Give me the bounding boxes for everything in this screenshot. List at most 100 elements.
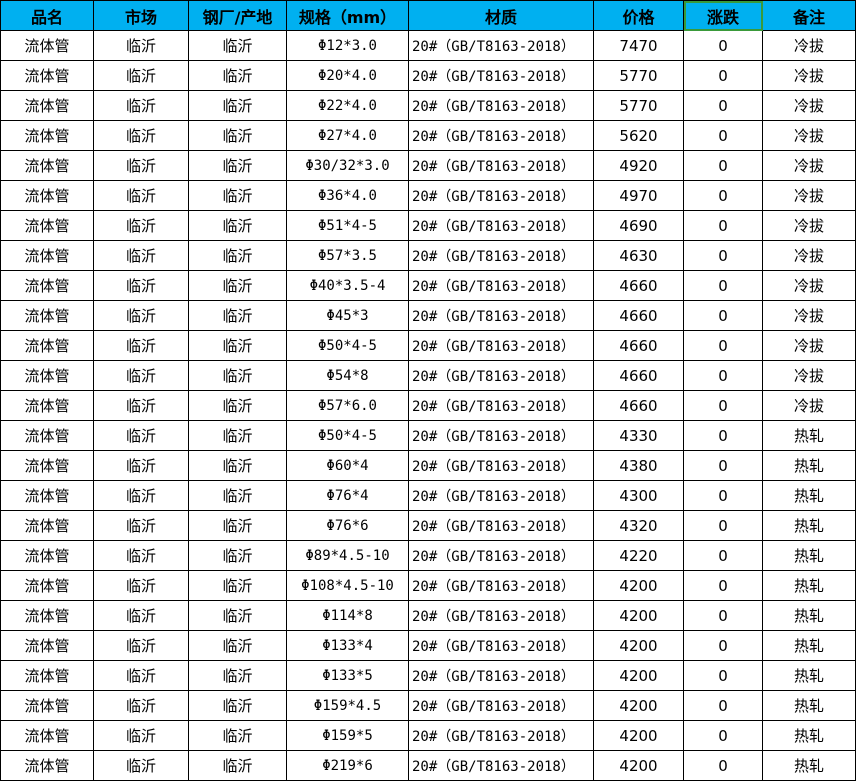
cell-market[interactable]: 临沂	[93, 750, 189, 781]
cell-product-name[interactable]: 流体管	[0, 480, 94, 511]
cell-market[interactable]: 临沂	[93, 660, 189, 691]
cell-product-name[interactable]: 流体管	[0, 90, 94, 121]
cell-spec[interactable]: Φ76*4	[286, 480, 409, 511]
cell-product-name[interactable]: 流体管	[0, 240, 94, 271]
cell-market[interactable]: 临沂	[93, 180, 189, 211]
cell-market[interactable]: 临沂	[93, 330, 189, 361]
cell-product-name[interactable]: 流体管	[0, 60, 94, 91]
cell-spec[interactable]: Φ27*4.0	[286, 120, 409, 151]
cell-product-name[interactable]: 流体管	[0, 210, 94, 241]
cell-market[interactable]: 临沂	[93, 270, 189, 301]
cell-spec[interactable]: Φ159*5	[286, 720, 409, 751]
cell-change[interactable]: 0	[683, 480, 763, 511]
cell-market[interactable]: 临沂	[93, 120, 189, 151]
cell-price[interactable]: 4200	[593, 570, 684, 601]
cell-price[interactable]: 4630	[593, 240, 684, 271]
cell-price[interactable]: 4380	[593, 450, 684, 481]
cell-price[interactable]: 5770	[593, 60, 684, 91]
cell-change[interactable]: 0	[683, 270, 763, 301]
cell-product-name[interactable]: 流体管	[0, 30, 94, 61]
cell-change[interactable]: 0	[683, 300, 763, 331]
cell-mill-origin[interactable]: 临沂	[188, 480, 287, 511]
cell-mill-origin[interactable]: 临沂	[188, 300, 287, 331]
cell-remark[interactable]: 冷拔	[762, 120, 856, 151]
cell-remark[interactable]: 热轧	[762, 690, 856, 721]
cell-material[interactable]: 20#（GB/T8163-2018）	[408, 540, 594, 571]
cell-mill-origin[interactable]: 临沂	[188, 30, 287, 61]
cell-change[interactable]: 0	[683, 330, 763, 361]
cell-material[interactable]: 20#（GB/T8163-2018）	[408, 270, 594, 301]
cell-remark[interactable]: 热轧	[762, 720, 856, 751]
cell-material[interactable]: 20#（GB/T8163-2018）	[408, 240, 594, 271]
cell-price[interactable]: 5620	[593, 120, 684, 151]
header-mill-origin[interactable]: 钢厂/产地	[188, 0, 287, 31]
cell-market[interactable]: 临沂	[93, 630, 189, 661]
cell-material[interactable]: 20#（GB/T8163-2018）	[408, 120, 594, 151]
cell-price[interactable]: 4690	[593, 210, 684, 241]
cell-change[interactable]: 0	[683, 540, 763, 571]
cell-product-name[interactable]: 流体管	[0, 750, 94, 781]
cell-remark[interactable]: 冷拔	[762, 360, 856, 391]
cell-material[interactable]: 20#（GB/T8163-2018）	[408, 90, 594, 121]
cell-spec[interactable]: Φ76*6	[286, 510, 409, 541]
cell-market[interactable]: 临沂	[93, 720, 189, 751]
cell-price[interactable]: 7470	[593, 30, 684, 61]
cell-spec[interactable]: Φ114*8	[286, 600, 409, 631]
cell-material[interactable]: 20#（GB/T8163-2018）	[408, 180, 594, 211]
cell-market[interactable]: 临沂	[93, 90, 189, 121]
cell-change[interactable]: 0	[683, 450, 763, 481]
cell-spec[interactable]: Φ133*5	[286, 660, 409, 691]
cell-price[interactable]: 4970	[593, 180, 684, 211]
cell-spec[interactable]: Φ57*3.5	[286, 240, 409, 271]
cell-spec[interactable]: Φ22*4.0	[286, 90, 409, 121]
cell-mill-origin[interactable]: 临沂	[188, 630, 287, 661]
header-spec[interactable]: 规格（mm）	[286, 0, 409, 31]
cell-material[interactable]: 20#（GB/T8163-2018）	[408, 660, 594, 691]
cell-price[interactable]: 4200	[593, 630, 684, 661]
cell-mill-origin[interactable]: 临沂	[188, 330, 287, 361]
cell-spec[interactable]: Φ30/32*3.0	[286, 150, 409, 181]
cell-material[interactable]: 20#（GB/T8163-2018）	[408, 510, 594, 541]
cell-spec[interactable]: Φ89*4.5-10	[286, 540, 409, 571]
cell-remark[interactable]: 冷拔	[762, 180, 856, 211]
cell-market[interactable]: 临沂	[93, 600, 189, 631]
cell-product-name[interactable]: 流体管	[0, 120, 94, 151]
cell-remark[interactable]: 热轧	[762, 450, 856, 481]
cell-change[interactable]: 0	[683, 420, 763, 451]
header-product-name[interactable]: 品名	[0, 0, 94, 31]
cell-material[interactable]: 20#（GB/T8163-2018）	[408, 150, 594, 181]
cell-market[interactable]: 临沂	[93, 240, 189, 271]
cell-remark[interactable]: 热轧	[762, 570, 856, 601]
cell-market[interactable]: 临沂	[93, 450, 189, 481]
cell-spec[interactable]: Φ45*3	[286, 300, 409, 331]
cell-market[interactable]: 临沂	[93, 690, 189, 721]
cell-change[interactable]: 0	[683, 210, 763, 241]
cell-material[interactable]: 20#（GB/T8163-2018）	[408, 60, 594, 91]
header-change[interactable]: 涨跌	[683, 0, 763, 31]
cell-price[interactable]: 4330	[593, 420, 684, 451]
cell-spec[interactable]: Φ50*4-5	[286, 420, 409, 451]
cell-remark[interactable]: 冷拔	[762, 300, 856, 331]
cell-price[interactable]: 4660	[593, 390, 684, 421]
cell-product-name[interactable]: 流体管	[0, 150, 94, 181]
cell-mill-origin[interactable]: 临沂	[188, 120, 287, 151]
cell-change[interactable]: 0	[683, 720, 763, 751]
cell-mill-origin[interactable]: 临沂	[188, 270, 287, 301]
cell-mill-origin[interactable]: 临沂	[188, 450, 287, 481]
cell-change[interactable]: 0	[683, 690, 763, 721]
cell-change[interactable]: 0	[683, 150, 763, 181]
cell-spec[interactable]: Φ40*3.5-4	[286, 270, 409, 301]
cell-remark[interactable]: 冷拔	[762, 90, 856, 121]
cell-spec[interactable]: Φ12*3.0	[286, 30, 409, 61]
cell-product-name[interactable]: 流体管	[0, 600, 94, 631]
cell-price[interactable]: 4660	[593, 270, 684, 301]
cell-spec[interactable]: Φ36*4.0	[286, 180, 409, 211]
header-material[interactable]: 材质	[408, 0, 594, 31]
cell-mill-origin[interactable]: 临沂	[188, 570, 287, 601]
cell-mill-origin[interactable]: 临沂	[188, 540, 287, 571]
cell-product-name[interactable]: 流体管	[0, 450, 94, 481]
cell-mill-origin[interactable]: 临沂	[188, 240, 287, 271]
cell-product-name[interactable]: 流体管	[0, 540, 94, 571]
cell-mill-origin[interactable]: 临沂	[188, 60, 287, 91]
cell-material[interactable]: 20#（GB/T8163-2018）	[408, 450, 594, 481]
